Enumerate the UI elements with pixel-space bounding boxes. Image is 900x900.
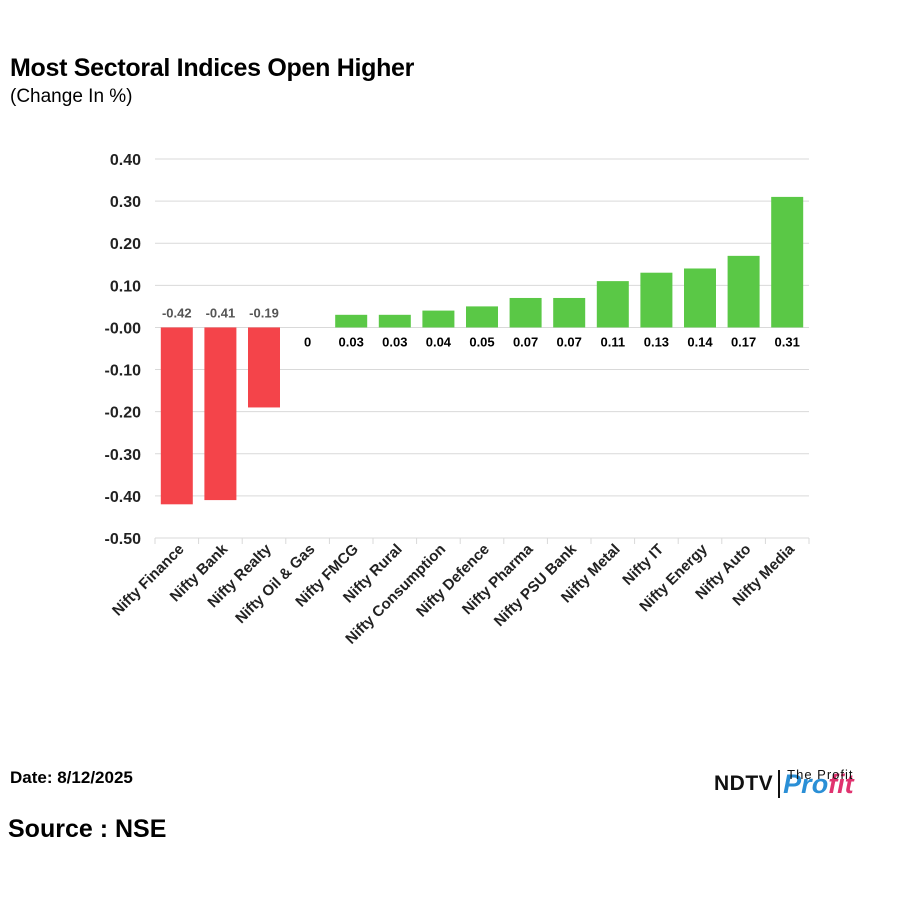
source-label: Source : NSE	[8, 815, 167, 843]
data-label: -0.41	[206, 305, 236, 320]
y-tick-label: 0.10	[110, 278, 141, 295]
data-label: 0	[304, 334, 311, 349]
data-label: 0.07	[557, 334, 582, 349]
bar	[204, 327, 237, 501]
date-label: Date: 8/12/2025	[10, 768, 133, 787]
y-tick-label: 0.40	[110, 152, 141, 169]
y-tick-label: -0.40	[105, 489, 142, 506]
bars	[160, 196, 804, 505]
data-label: 0.05	[469, 334, 494, 349]
data-label: 0.13	[644, 334, 669, 349]
data-label: 0.07	[513, 334, 538, 349]
data-label: 0.11	[601, 334, 626, 349]
bar	[553, 297, 586, 328]
y-tick-label: 0.30	[110, 194, 141, 211]
data-label: 0.17	[731, 334, 756, 349]
bar	[422, 310, 455, 328]
chart-title: Most Sectoral Indices Open Higher	[10, 54, 415, 82]
chart-subtitle: (Change In %)	[10, 86, 133, 107]
y-tick-label: -0.10	[105, 363, 142, 380]
bar	[248, 327, 280, 408]
bar	[771, 196, 804, 328]
bar	[335, 314, 368, 328]
y-axis-ticks: 0.40 0.30 0.20 0.10 -0.00 -0.10 -0.20 -0.30 -0.4…	[105, 152, 142, 548]
gridlines	[154, 158, 810, 544]
ndtv-profit-logo: NDTV The Profit Profit	[714, 766, 854, 800]
logo-profit-b: fit	[828, 768, 854, 799]
y-tick-label: -0.20	[105, 405, 142, 422]
data-label: 0.03	[339, 334, 364, 349]
data-label: 0.03	[382, 334, 407, 349]
data-label: 0.31	[775, 334, 800, 349]
logo-tagline: The Profit	[787, 766, 854, 782]
data-label: 0.04	[426, 334, 452, 349]
bar	[378, 314, 411, 328]
bar	[640, 272, 673, 328]
logo-profit: The Profit Profit	[783, 766, 854, 800]
bar	[509, 297, 542, 328]
y-tick-label: -0.00	[105, 320, 142, 337]
bar	[684, 268, 716, 328]
y-tick-label: -0.50	[105, 531, 142, 548]
data-labels: -0.42 -0.41 -0.19 0 0.03 0.03 0.04 0.05 0.07 0.07…	[162, 305, 800, 349]
data-label: 0.14	[687, 334, 713, 349]
logo-divider	[778, 770, 781, 798]
x-tick-label: Nifty Finance	[109, 541, 188, 620]
logo-ndtv: NDTV	[714, 772, 774, 795]
data-label: -0.19	[249, 305, 279, 320]
bar	[727, 255, 760, 328]
data-label: -0.42	[162, 305, 192, 320]
bar	[160, 327, 193, 505]
logo-profit-a: Pro	[783, 768, 829, 799]
bar	[596, 281, 629, 328]
y-tick-label: 0.20	[110, 236, 141, 253]
y-tick-label: -0.30	[105, 447, 142, 464]
bar-chart: 0.40 0.30 0.20 0.10 -0.00 -0.10 -0.20 -0.30 -0.4…	[105, 152, 810, 648]
bar	[466, 306, 498, 328]
